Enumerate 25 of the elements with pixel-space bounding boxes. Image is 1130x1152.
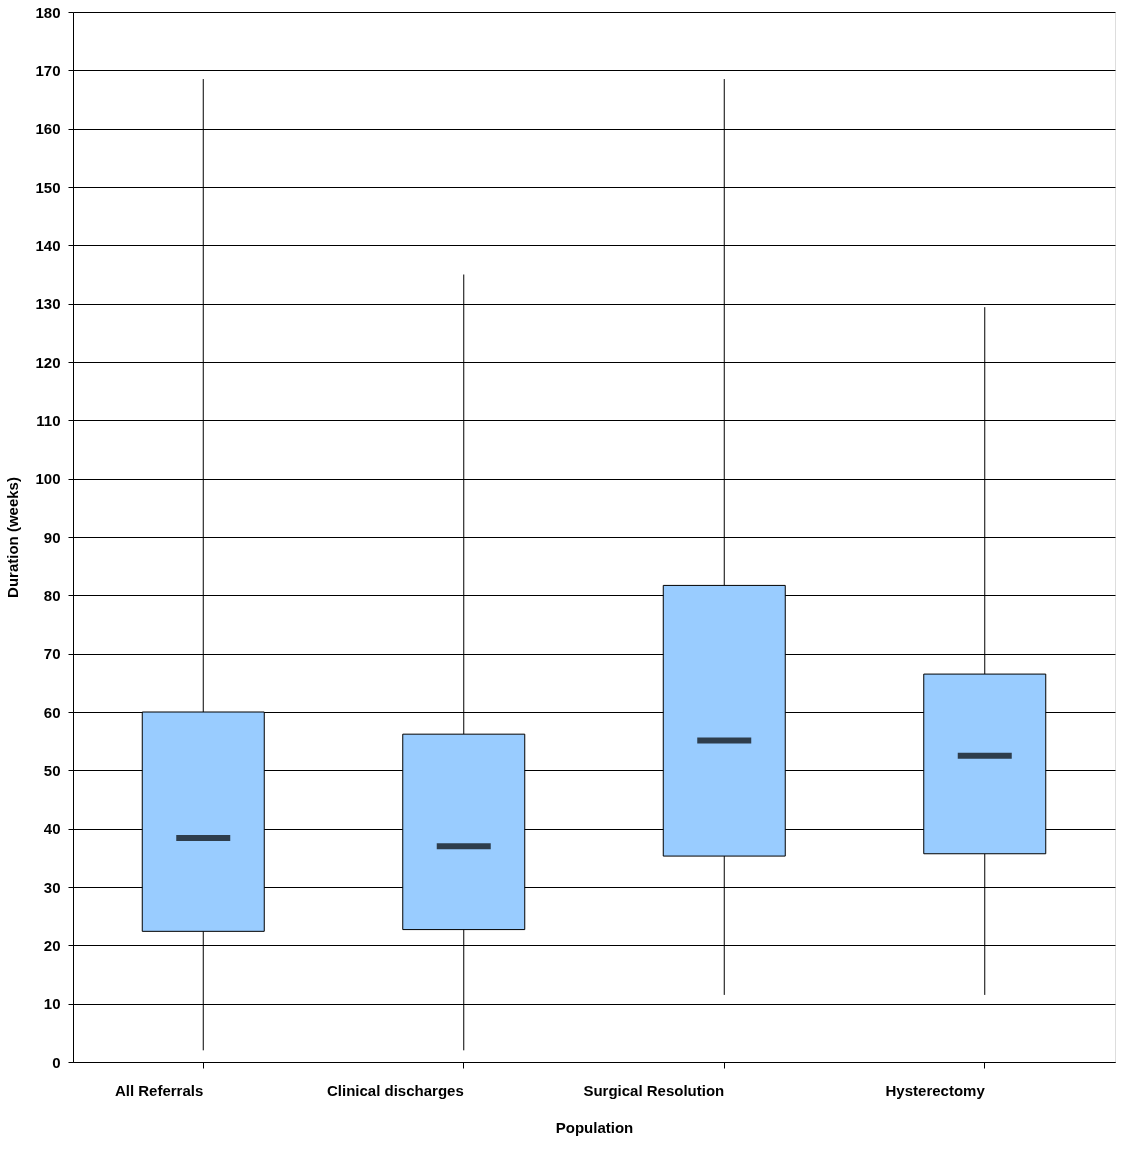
y-axis-title: Duration (weeks): [4, 477, 22, 598]
y-tick-label: 150: [35, 178, 61, 196]
y-tick-label: 10: [43, 995, 61, 1013]
y-tick-label: 20: [43, 936, 61, 954]
x-tick-label: Hysterectomy: [885, 1081, 986, 1099]
y-tick-label: 50: [43, 761, 61, 779]
y-tick-label: 30: [43, 878, 61, 896]
x-tick-label: Surgical Resolution: [583, 1081, 725, 1099]
y-tick-label: 120: [35, 353, 61, 371]
y-tick-label: 80: [43, 586, 61, 604]
y-tick-label: 0: [52, 1053, 61, 1071]
y-tick-label: 90: [43, 528, 61, 546]
y-tick-label: 160: [35, 120, 61, 138]
y-tick-label: 40: [43, 820, 61, 838]
x-tick-label: Clinical discharges: [327, 1081, 464, 1099]
y-tick-label: 60: [43, 703, 61, 721]
x-axis-title: Population: [555, 1118, 634, 1136]
y-tick-label: 70: [43, 645, 61, 663]
y-tick-label: 140: [35, 236, 61, 254]
y-tick-label: 130: [35, 295, 61, 313]
y-tick-label: 110: [36, 411, 61, 429]
y-tick-label: 170: [35, 61, 61, 79]
y-tick-label: 100: [35, 470, 61, 488]
x-tick-label: All Referrals: [114, 1081, 204, 1099]
y-tick-label: 180: [35, 3, 61, 21]
